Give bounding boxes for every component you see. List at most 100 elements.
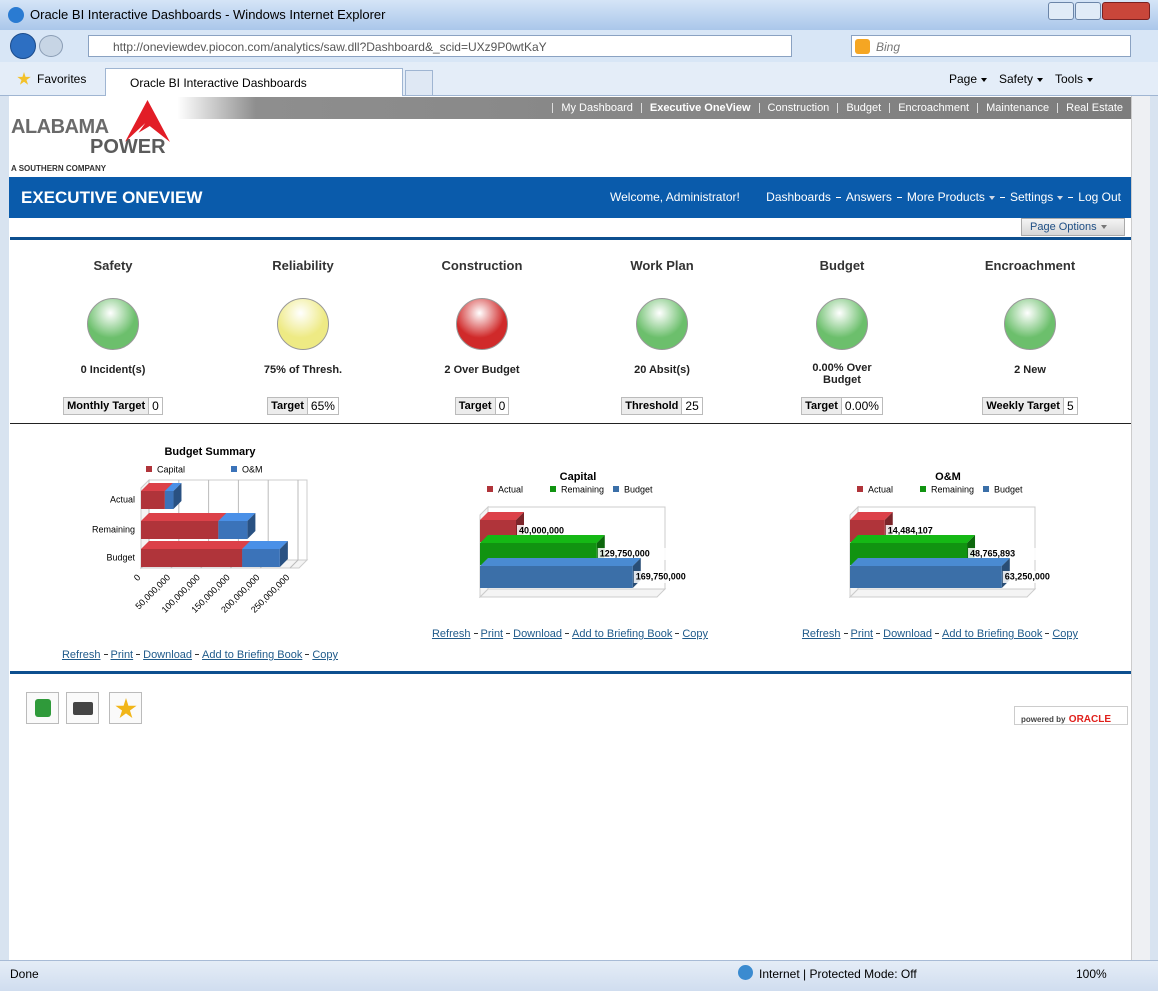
bar-top bbox=[480, 512, 524, 520]
status-light bbox=[87, 298, 139, 350]
kpi-title: Reliability bbox=[272, 258, 334, 273]
kpi-target: Target 65% bbox=[243, 397, 363, 415]
close[interactable] bbox=[1102, 2, 1150, 20]
report-link[interactable]: Copy bbox=[312, 649, 339, 661]
header-link[interactable]: Settings bbox=[1009, 190, 1054, 204]
legend-label: Budget bbox=[994, 484, 1023, 494]
search-placeholder: Bing bbox=[876, 40, 901, 54]
report-link[interactable]: Refresh bbox=[431, 628, 471, 640]
nav-link[interactable]: Budget bbox=[846, 102, 882, 114]
nav-link[interactable]: Construction bbox=[767, 102, 830, 114]
kpi-status: 75% of Thresh. bbox=[263, 364, 343, 376]
report-link[interactable]: Copy bbox=[1052, 628, 1079, 640]
report-link[interactable]: Print bbox=[850, 628, 874, 640]
header-bar: EXECUTIVE ONEVIEW Welcome, Administrator… bbox=[9, 177, 1131, 218]
search-box[interactable]: Bing bbox=[851, 35, 1131, 57]
nav-link[interactable]: Real Estate bbox=[1066, 102, 1123, 114]
target-label: Target bbox=[802, 398, 842, 414]
menu[interactable]: Tools bbox=[1055, 72, 1094, 86]
url-box[interactable]: http://oneviewdev.piocon.com/analytics/s… bbox=[88, 35, 792, 57]
new-tab[interactable] bbox=[405, 70, 433, 96]
separator bbox=[195, 654, 200, 656]
menu[interactable]: Safety bbox=[999, 72, 1044, 86]
nav-separator bbox=[837, 103, 839, 114]
bar-top bbox=[141, 541, 251, 549]
kpi-target: Weekly Target 5 bbox=[970, 397, 1090, 415]
report-link[interactable]: Print bbox=[480, 628, 504, 640]
status-light bbox=[816, 298, 868, 350]
bar-top bbox=[242, 541, 288, 549]
forward-button[interactable] bbox=[39, 35, 63, 57]
value-label: 40,000,000 bbox=[519, 525, 564, 535]
page-options-label: Page Options bbox=[1030, 221, 1097, 233]
bar bbox=[850, 566, 1002, 588]
status-light bbox=[636, 298, 688, 350]
bar bbox=[218, 521, 248, 539]
header-link[interactable]: Dashboards bbox=[766, 190, 831, 204]
target-value: 65% bbox=[310, 399, 335, 413]
refresh-icon[interactable] bbox=[26, 692, 59, 724]
nav-link[interactable]: Maintenance bbox=[986, 102, 1050, 114]
zoom[interactable]: 100% bbox=[1076, 967, 1107, 981]
kpi-status: 0.00% Over Budget bbox=[812, 362, 872, 386]
bar-top bbox=[480, 535, 605, 543]
separator bbox=[305, 654, 310, 656]
report-link[interactable]: Download bbox=[513, 628, 563, 640]
scrollbar[interactable] bbox=[1131, 96, 1150, 960]
nav-link[interactable]: Encroachment bbox=[898, 102, 970, 114]
target-label: Target bbox=[268, 398, 308, 414]
report-link[interactable]: Add to Briefing Book bbox=[202, 649, 303, 661]
report-link[interactable]: Print bbox=[110, 649, 134, 661]
report-link[interactable]: Add to Briefing Book bbox=[572, 628, 673, 640]
print-icon[interactable] bbox=[66, 692, 99, 724]
separator bbox=[935, 633, 940, 635]
separator bbox=[565, 633, 570, 635]
back-button[interactable] bbox=[10, 33, 36, 59]
header-link[interactable]: More Products bbox=[906, 190, 985, 204]
minimize[interactable] bbox=[1048, 2, 1074, 20]
y-tick-label: Budget bbox=[106, 552, 135, 562]
tab[interactable]: Oracle BI Interactive Dashboards bbox=[105, 68, 403, 96]
maximize[interactable] bbox=[1075, 2, 1101, 20]
report-link[interactable]: Add to Briefing Book bbox=[942, 628, 1043, 640]
favorite-icon[interactable] bbox=[109, 692, 142, 724]
target-box: Monthly Target 0 bbox=[63, 397, 163, 415]
bar bbox=[480, 566, 633, 588]
report-link[interactable]: Download bbox=[883, 628, 933, 640]
chart-title: O&M bbox=[935, 471, 961, 483]
page-options[interactable]: Page Options bbox=[1021, 218, 1125, 236]
nav-link[interactable]: My Dashboard bbox=[561, 102, 633, 114]
menu[interactable]: Page bbox=[949, 72, 988, 86]
target-value: 0 bbox=[152, 399, 159, 413]
separator bbox=[1068, 197, 1074, 199]
separator bbox=[506, 633, 511, 635]
bar bbox=[141, 521, 219, 539]
legend-swatch bbox=[487, 486, 493, 492]
header-links: Welcome, Administrator! Dashboards Answer… bbox=[610, 190, 1121, 204]
target-box: Target 0.00% bbox=[801, 397, 883, 415]
bar-top bbox=[850, 558, 1010, 566]
header-link[interactable]: Log Out bbox=[1078, 190, 1121, 204]
x-tick-label: 0 bbox=[132, 572, 143, 583]
report-link[interactable]: Download bbox=[143, 649, 193, 661]
globe-icon bbox=[738, 965, 753, 980]
report-link[interactable]: Copy bbox=[682, 628, 709, 640]
status-light bbox=[1004, 298, 1056, 350]
nav-separator bbox=[552, 103, 554, 114]
favorites[interactable]: Favorites bbox=[37, 72, 87, 86]
header-link[interactable]: Answers bbox=[845, 190, 892, 204]
legend-label: Budget bbox=[624, 484, 653, 494]
bar-top bbox=[141, 483, 173, 491]
legend-swatch bbox=[550, 486, 556, 492]
legend-label: Actual bbox=[868, 484, 893, 494]
logo-line2: POWER bbox=[90, 136, 166, 158]
report-link[interactable]: Refresh bbox=[61, 649, 101, 661]
nav-link[interactable]: Executive OneView bbox=[649, 102, 751, 114]
value-label-bg bbox=[597, 548, 666, 560]
separator bbox=[876, 633, 881, 635]
target-label: Threshold bbox=[622, 398, 683, 414]
report-link[interactable]: Refresh bbox=[801, 628, 841, 640]
target-box: Threshold 25 bbox=[621, 397, 703, 415]
kpi-target: Threshold 25 bbox=[602, 397, 722, 415]
